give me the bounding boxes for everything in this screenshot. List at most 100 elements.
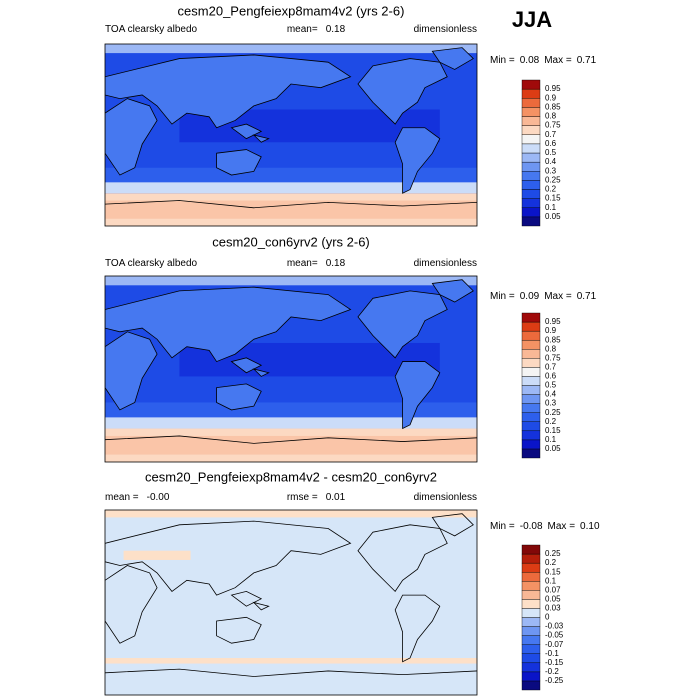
- colorbar-swatch: [521, 608, 541, 618]
- coastline: [105, 566, 157, 644]
- colorbar-swatch: [521, 662, 541, 673]
- colorbar-swatch: [521, 189, 541, 199]
- right-label: dimensionless: [414, 24, 477, 35]
- colorbar-swatch: [521, 644, 541, 654]
- coastline: [432, 48, 473, 70]
- coastline: [432, 514, 473, 536]
- colorbar-label: 0.25: [545, 549, 561, 558]
- antarctic-coast: [105, 201, 477, 208]
- colorbar-swatch: [521, 653, 541, 664]
- colorbar-swatch: [521, 88, 541, 99]
- colorbar-swatch: [521, 571, 541, 582]
- antarctic-coast: [105, 669, 477, 676]
- left-part: -0.00: [147, 492, 170, 503]
- coastline: [105, 55, 351, 128]
- panel-title: cesm20_con6yrv2 (yrs 2-6): [212, 234, 370, 249]
- coastline: [105, 99, 157, 175]
- colorbar-swatch: [521, 79, 541, 90]
- colorbar-label: 0.95: [545, 317, 561, 326]
- min-max: Min = 0.08 Max = 0.71: [490, 55, 597, 66]
- map-frame: [104, 509, 478, 696]
- colorbar-label: 0.7: [545, 362, 557, 371]
- colorbar-swatch: [521, 198, 541, 208]
- colorbar-label: 0.4: [545, 157, 557, 166]
- left-label: mean = -0.00: [105, 492, 170, 503]
- colorbar-label: 0.6: [545, 372, 557, 381]
- coastline: [231, 591, 268, 610]
- coastline: [395, 128, 440, 194]
- colorbar-swatch: [521, 358, 541, 368]
- map-south-ice: [105, 182, 477, 194]
- map-antarctic-core: [105, 200, 477, 219]
- colorbar-label: -0.15: [545, 658, 564, 667]
- center-part: mean=: [287, 258, 318, 269]
- map-frame: [104, 275, 478, 463]
- colorbar-label: 0.3: [545, 399, 557, 408]
- map-antarctic-core: [105, 435, 477, 455]
- map-arctic: [105, 44, 477, 54]
- colorbar-swatch: [521, 161, 541, 172]
- colorbar-label: 0.75: [545, 121, 561, 130]
- map: [105, 276, 477, 462]
- colorbar-swatch: [521, 180, 541, 190]
- colorbar-swatch: [521, 626, 541, 636]
- center-label: mean= 0.18: [287, 258, 346, 269]
- colorbar-label: 0.1: [545, 435, 557, 444]
- min-max-part: Max =: [548, 521, 576, 532]
- panel-title: cesm20_Pengfeiexp8mam4v2 - cesm20_con6yr…: [145, 469, 437, 484]
- colorbar-swatch: [521, 107, 541, 117]
- colorbar-swatch: [521, 339, 541, 350]
- right-part: dimensionless: [414, 258, 477, 269]
- colorbar-label: 0.05: [545, 212, 561, 221]
- map-south-band: [105, 402, 477, 418]
- colorbar-swatch: [521, 330, 541, 341]
- colorbar-label: -0.2: [545, 667, 559, 676]
- colorbar-label: 0.7: [545, 130, 557, 139]
- colorbar-label: 0.9: [545, 326, 557, 335]
- coastline: [432, 280, 473, 302]
- min-max-part: Min =: [490, 521, 515, 532]
- colorbar-swatch: [521, 562, 541, 573]
- map-frame: [104, 43, 478, 227]
- min-max: Min = 0.09 Max = 0.71: [490, 291, 597, 302]
- coastline: [231, 124, 268, 142]
- coastline: [217, 384, 262, 410]
- right-part: dimensionless: [414, 492, 477, 503]
- coastline: [217, 150, 262, 175]
- min-max-part: Min =: [490, 291, 515, 302]
- colorbar-swatch: [521, 412, 541, 422]
- center-part: 0.18: [326, 258, 346, 269]
- left-part: mean =: [105, 492, 139, 503]
- colorbar-swatch: [521, 171, 541, 181]
- colorbar-swatch: [521, 544, 541, 555]
- colorbar-label: 0.95: [545, 84, 561, 93]
- min-max-part: Min =: [490, 55, 515, 66]
- colorbar-swatch: [521, 421, 541, 432]
- colorbar-label: 0.2: [545, 558, 557, 567]
- colorbar-label: 0.1: [545, 203, 557, 212]
- colorbar-label: 0.05: [545, 444, 561, 453]
- center-label: mean= 0.18: [287, 24, 346, 35]
- map-ocean: [105, 510, 477, 695]
- colorbar-label: 0.8: [545, 112, 557, 121]
- colorbar-swatch: [521, 312, 541, 323]
- colorbar-label: 0.25: [545, 175, 561, 184]
- map-patch: [123, 550, 191, 560]
- colorbar-label: 0.15: [545, 194, 561, 203]
- min-max-part: Max =: [544, 291, 572, 302]
- antarctic-coast: [105, 436, 477, 443]
- colorbar-label: 0.75: [545, 353, 561, 362]
- colorbar-label: 0.25: [545, 408, 561, 417]
- map-patch: [105, 510, 477, 518]
- panel: cesm20_con6yrv2 (yrs 2-6) TOA clearsky al…: [104, 234, 597, 463]
- colorbar-swatch: [521, 403, 541, 413]
- colorbar-label: 0.5: [545, 148, 557, 157]
- colorbar-label: -0.25: [545, 676, 564, 685]
- left-part: TOA clearsky albedo: [105, 258, 198, 269]
- left-label: TOA clearsky albedo: [105, 258, 198, 269]
- min-max-part: Max =: [544, 55, 572, 66]
- colorbar-swatch: [521, 599, 541, 609]
- coastline: [217, 617, 262, 643]
- colorbar-swatch: [521, 635, 541, 645]
